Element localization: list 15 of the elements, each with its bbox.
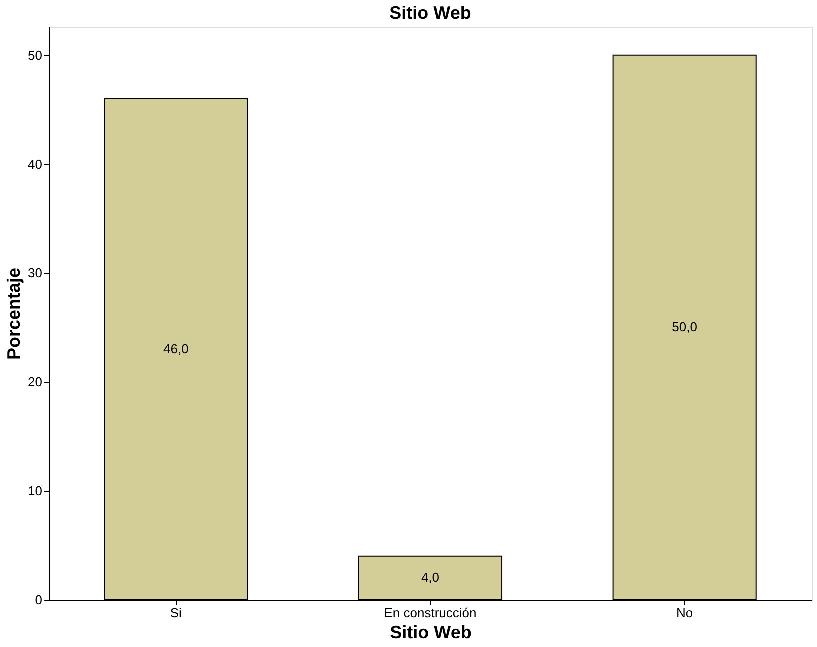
x-axis-title: Sitio Web [390, 622, 472, 642]
y-axis-title: Porcentaje [4, 268, 24, 360]
x-tick-label: No [676, 606, 694, 620]
x-tick-label: En construcción [384, 606, 477, 620]
y-tick-label: 50 [28, 48, 42, 63]
y-tick-label: 30 [28, 266, 42, 281]
x-tick-label: Si [170, 606, 182, 620]
chart-title: Sitio Web [390, 3, 472, 23]
data-label: 50,0 [672, 320, 698, 335]
y-tick-label: 10 [28, 484, 42, 499]
y-tick-label: 0 [35, 592, 42, 608]
data-label: 46,0 [164, 341, 189, 356]
data-label: 4,0 [421, 570, 440, 586]
y-tick-label: 20 [28, 374, 42, 390]
y-tick-label: 40 [28, 156, 42, 172]
